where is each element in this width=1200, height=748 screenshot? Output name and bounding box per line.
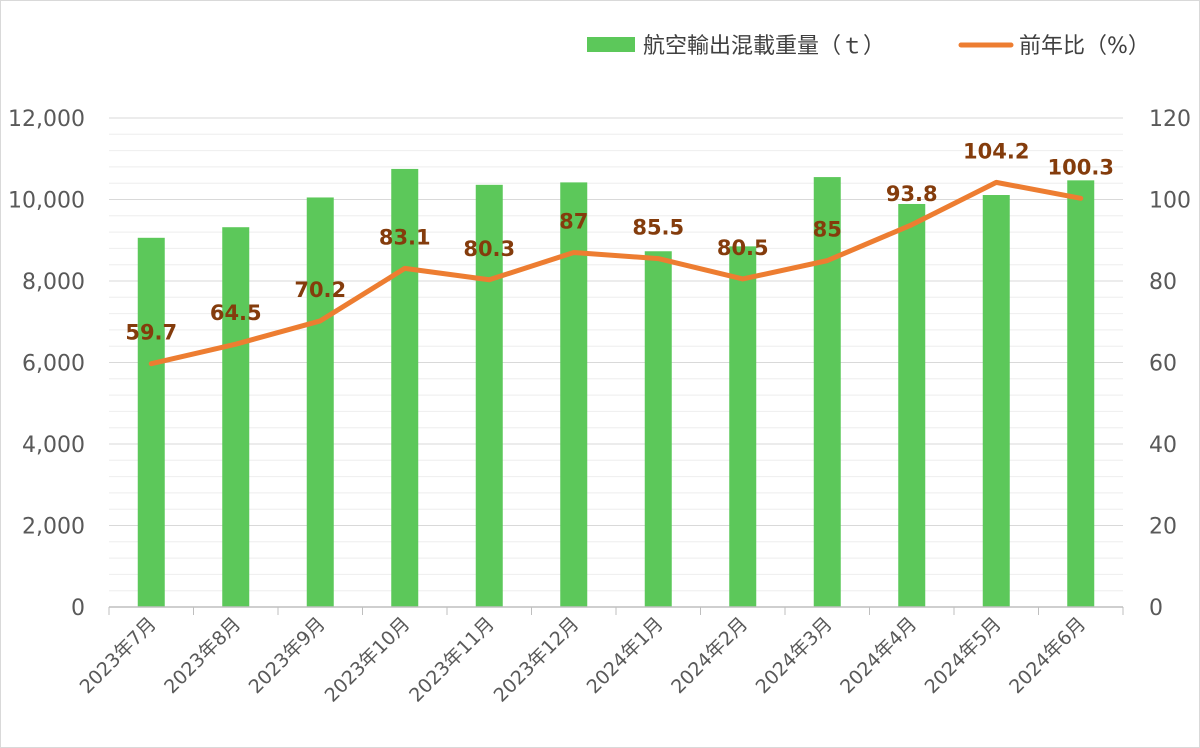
x-axis-category-label: 2023年11月 <box>405 613 499 707</box>
line-layer <box>148 179 1084 367</box>
left-axis-tick-label: 0 <box>71 596 85 621</box>
legend-label-line: 前年比（%） <box>1019 34 1150 59</box>
bar-2023年7月 <box>137 237 165 607</box>
yoy-line <box>148 179 1084 367</box>
left-axis-tick-label: 2,000 <box>22 515 85 540</box>
axis-layer: 0 2,000 4,000 6,000 8,000 10,000 12,000 0 20 40 60… <box>8 107 1191 707</box>
left-axis-tick-label: 6,000 <box>22 352 85 377</box>
yoy-data-label: 80.3 <box>463 237 515 261</box>
bar-2024年1月 <box>644 251 672 607</box>
yoy-data-label: 100.3 <box>1048 155 1114 179</box>
bar-2023年10月 <box>391 168 419 607</box>
right-axis-tick-label: 40 <box>1149 433 1177 458</box>
x-axis-category-label: 2023年8月 <box>160 613 245 698</box>
bar-2023年9月 <box>306 197 334 607</box>
left-axis-tick-label: 10,000 <box>8 189 85 214</box>
right-axis-tick-label: 20 <box>1149 515 1177 540</box>
label-layer: 59.7 64.5 70.2 83.1 80.3 87 85.5 80.5 85 93.8 104.… <box>125 139 1114 344</box>
x-axis-category-label: 2023年10月 <box>321 613 415 707</box>
legend-swatch-bar <box>587 37 635 52</box>
x-axis-category-label: 2023年9月 <box>245 613 330 698</box>
x-axis-category-label: 2023年12月 <box>490 613 584 707</box>
yoy-data-label: 83.1 <box>379 225 431 249</box>
right-axis-tick-label: 0 <box>1149 596 1163 621</box>
bar-2024年5月 <box>982 195 1010 607</box>
right-axis-tick-label: 100 <box>1149 189 1191 214</box>
legend-label-bar: 航空輸出混載重量（ｔ） <box>643 34 885 59</box>
bar-2024年2月 <box>729 246 757 608</box>
yoy-data-label: 104.2 <box>963 139 1029 163</box>
left-axis-tick-label: 12,000 <box>8 107 85 132</box>
x-axis-category-label: 2024年3月 <box>752 613 837 698</box>
x-axis-category-label: 2024年6月 <box>1005 613 1090 698</box>
yoy-data-label: 80.5 <box>717 236 769 260</box>
bar-2023年11月 <box>475 184 503 607</box>
bar-2024年4月 <box>898 203 926 608</box>
yoy-data-label: 59.7 <box>125 321 177 345</box>
bar-2023年12月 <box>560 182 588 607</box>
x-axis-category-label: 2024年2月 <box>667 613 752 698</box>
legend: 航空輸出混載重量（ｔ） 前年比（%） <box>587 34 1150 59</box>
right-axis-tick-label: 80 <box>1149 270 1177 295</box>
right-axis-tick-label: 120 <box>1149 107 1191 132</box>
grid-layer <box>109 117 1123 592</box>
yoy-data-label: 87 <box>559 209 588 233</box>
bar-2023年8月 <box>222 227 250 607</box>
x-axis-category-label: 2024年1月 <box>583 613 668 698</box>
x-axis-category-label: 2023年7月 <box>76 613 161 698</box>
yoy-data-label: 93.8 <box>886 182 938 206</box>
yoy-data-label: 85.5 <box>632 216 684 240</box>
x-axis-category-label: 2024年5月 <box>921 613 1006 698</box>
x-axis-category-label: 2024年4月 <box>836 613 921 698</box>
bar-2024年3月 <box>813 177 841 607</box>
bar-2024年6月 <box>1067 180 1095 607</box>
left-axis-tick-label: 8,000 <box>22 270 85 295</box>
yoy-data-label: 70.2 <box>294 278 346 302</box>
bar-layer <box>137 168 1095 608</box>
yoy-data-label: 64.5 <box>210 301 262 325</box>
yoy-data-label: 85 <box>813 218 842 242</box>
left-axis-tick-label: 4,000 <box>22 433 85 458</box>
right-axis-tick-label: 60 <box>1149 352 1177 377</box>
